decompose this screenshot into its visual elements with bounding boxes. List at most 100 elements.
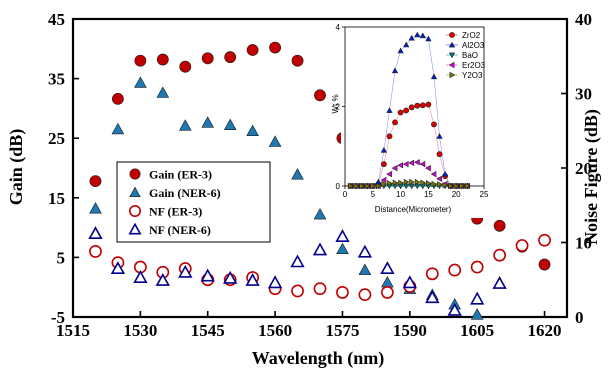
inset-legend-marker-er2o3: [448, 61, 455, 69]
inset-point-y2o3: [398, 179, 404, 186]
inset-point-bao: [403, 183, 410, 190]
inset-x-tick-label: 25: [480, 190, 489, 199]
point-gain-er-3: [112, 92, 124, 105]
inset-point-zro2: [403, 107, 410, 114]
legend-marker-nf-ner-6: [128, 222, 142, 235]
inset-legend-label-bao: BaO: [462, 51, 478, 60]
inset-point-y2o3: [453, 182, 460, 190]
inset-point-zro2: [431, 121, 437, 128]
point-nf-ner-6: [312, 242, 328, 256]
point-nf-er-3: [336, 286, 349, 299]
inset-x-tick-label: 0: [343, 190, 348, 199]
point-gain-er-3: [201, 52, 214, 65]
inset-point-al2o3: [419, 32, 426, 39]
inset-point-al2o3: [414, 31, 421, 38]
inset-point-y2o3: [420, 179, 427, 186]
point-gain-ner-6: [178, 119, 192, 131]
inset-point-al2o3: [397, 47, 404, 54]
point-gain-ner-6: [470, 308, 484, 320]
main-legend: Gain (ER-3) Gain (NER-6) NF (ER-3) NF (NER-…: [116, 161, 271, 243]
point-nf-er-3: [515, 239, 529, 252]
inset-point-y2o3: [392, 179, 399, 186]
legend-marker-nf-er-3: [129, 205, 142, 218]
inset-point-y2o3: [403, 178, 410, 186]
inset-point-y2o3: [431, 180, 438, 188]
inset-point-er2o3: [430, 170, 437, 178]
inset-y-tick-label: 4: [336, 23, 341, 32]
point-gain-ner-6: [201, 116, 215, 128]
point-nf-ner-6: [133, 270, 148, 284]
x-axis-label: Wavelength (nm): [252, 348, 385, 369]
legend-box: [116, 161, 271, 243]
inset-point-al2o3: [386, 107, 393, 113]
point-nf-ner-6: [88, 226, 103, 239]
inset-point-er2o3: [408, 159, 415, 167]
inset-legend-marker-zro2: [449, 32, 455, 38]
point-gain-er-3: [291, 54, 304, 67]
point-gain-ner-6: [89, 202, 102, 214]
point-nf-ner-6: [470, 291, 485, 305]
inset-point-y2o3: [381, 180, 388, 188]
inset-point-y2o3: [364, 182, 371, 190]
point-nf-ner-6: [492, 276, 507, 289]
point-gain-er-3: [89, 175, 102, 188]
point-nf-ner-6: [357, 244, 373, 258]
inset-point-al2o3: [425, 35, 432, 42]
inset-x-tick-label: 10: [396, 190, 405, 199]
point-nf-ner-6: [223, 270, 238, 284]
inset-point-er2o3: [436, 175, 442, 182]
point-gain-ner-6: [313, 208, 327, 220]
inset-point-y2o3: [353, 182, 360, 190]
y2-axis-label: Noise Figure (dB): [581, 109, 602, 245]
x-tick-label: 1545: [191, 321, 225, 340]
point-nf-ner-6: [245, 273, 260, 286]
point-nf-ner-6: [200, 268, 215, 282]
point-nf-ner-6: [380, 261, 395, 275]
inset-point-al2o3: [430, 73, 438, 80]
point-nf-ner-6: [447, 302, 462, 316]
point-gain-ner-6: [358, 263, 372, 275]
inset-point-al2o3: [436, 133, 443, 139]
inset-point-er2o3: [419, 160, 426, 168]
inset-point-y2o3: [442, 182, 449, 189]
y2-tick-label: 30: [575, 85, 592, 104]
point-gain-ner-6: [336, 242, 349, 254]
main-plot-layer: 1515 1530 1545 1560 1575 1590 1605 1620-5515253…: [48, 10, 592, 340]
inset-point-y2o3: [425, 180, 432, 187]
inset-point-bao: [408, 183, 415, 190]
legend-label-gain-er-3: Gain (ER-3): [149, 168, 212, 182]
inset-point-al2o3: [391, 67, 399, 74]
point-gain-er-3: [269, 41, 281, 54]
point-nf-ner-6: [110, 261, 126, 275]
point-gain-ner-6: [134, 76, 147, 88]
x-tick-label: 1530: [123, 321, 157, 340]
point-nf-ner-6: [155, 273, 170, 286]
inset-x-axis-label: Distance(Micrometer): [375, 205, 452, 214]
x-tick-label: 1560: [258, 321, 292, 340]
point-gain-ner-6: [156, 86, 170, 98]
point-nf-er-3: [448, 263, 462, 277]
x-tick-label: 1620: [528, 321, 562, 340]
legend-label-nf-ner-6: NF (NER-6): [149, 223, 211, 237]
legend-marker-gain-ner-6: [129, 186, 141, 197]
point-nf-er-3: [470, 260, 484, 274]
inset-point-y2o3: [448, 182, 454, 190]
point-nf-ner-6: [267, 275, 283, 289]
point-gain-ner-6: [246, 124, 259, 136]
x-tick-label: 1515: [56, 321, 90, 340]
inset-point-y2o3: [370, 182, 377, 190]
inset-point-al2o3: [441, 170, 449, 177]
inset-point-bao: [414, 183, 421, 190]
point-gain-er-3: [246, 44, 259, 56]
inset-legend-label-zro2: ZrO2: [462, 31, 481, 40]
inset-point-er2o3: [414, 159, 420, 166]
inset-y-axis-label: Wt %: [331, 94, 340, 113]
inset-point-zro2: [381, 161, 387, 168]
inset-point-al2o3: [403, 41, 410, 48]
inset-y-tick-label: 2: [336, 103, 341, 112]
inset-point-al2o3: [380, 146, 388, 153]
inset-point-zro2: [408, 104, 415, 111]
point-gain-er-3: [134, 54, 147, 67]
inset-point-y2o3: [409, 178, 415, 186]
